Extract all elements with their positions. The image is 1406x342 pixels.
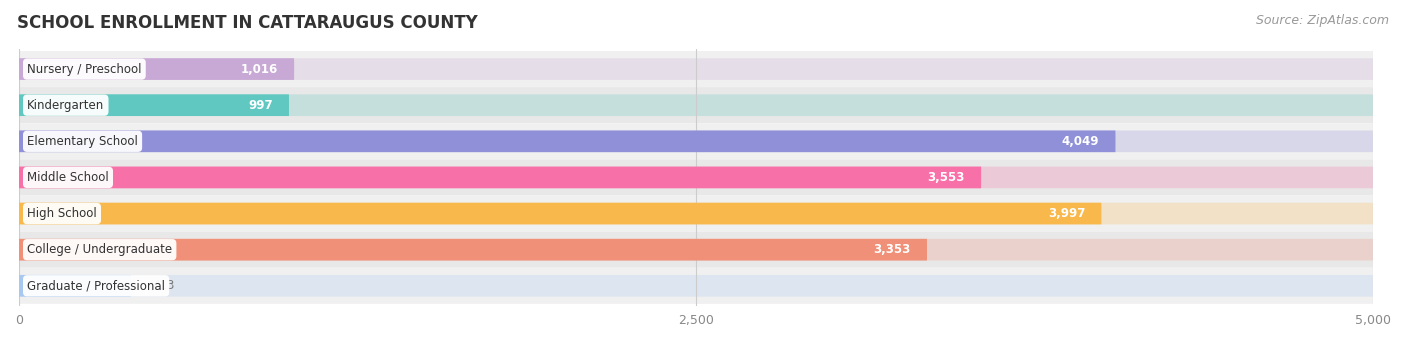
Text: 3,553: 3,553: [928, 171, 965, 184]
FancyBboxPatch shape: [20, 131, 1374, 152]
Text: 413: 413: [152, 279, 174, 292]
FancyBboxPatch shape: [20, 159, 1374, 196]
Text: 997: 997: [247, 99, 273, 112]
FancyBboxPatch shape: [20, 167, 981, 188]
FancyBboxPatch shape: [20, 94, 290, 116]
FancyBboxPatch shape: [20, 51, 1374, 87]
Text: Graduate / Professional: Graduate / Professional: [27, 279, 165, 292]
Text: SCHOOL ENROLLMENT IN CATTARAUGUS COUNTY: SCHOOL ENROLLMENT IN CATTARAUGUS COUNTY: [17, 14, 478, 32]
FancyBboxPatch shape: [20, 87, 1374, 123]
FancyBboxPatch shape: [20, 239, 927, 261]
FancyBboxPatch shape: [20, 275, 1374, 297]
Text: Kindergarten: Kindergarten: [27, 99, 104, 112]
Text: Nursery / Preschool: Nursery / Preschool: [27, 63, 142, 76]
Text: 3,997: 3,997: [1047, 207, 1085, 220]
FancyBboxPatch shape: [20, 58, 294, 80]
Text: Elementary School: Elementary School: [27, 135, 138, 148]
FancyBboxPatch shape: [20, 94, 1374, 116]
FancyBboxPatch shape: [20, 167, 1374, 188]
FancyBboxPatch shape: [20, 239, 1374, 261]
FancyBboxPatch shape: [20, 123, 1374, 159]
FancyBboxPatch shape: [20, 232, 1374, 268]
Text: 1,016: 1,016: [240, 63, 278, 76]
FancyBboxPatch shape: [20, 196, 1374, 232]
Text: College / Undergraduate: College / Undergraduate: [27, 243, 173, 256]
FancyBboxPatch shape: [20, 203, 1374, 224]
FancyBboxPatch shape: [20, 275, 131, 297]
Text: Middle School: Middle School: [27, 171, 108, 184]
Text: 3,353: 3,353: [873, 243, 911, 256]
Text: High School: High School: [27, 207, 97, 220]
Text: 4,049: 4,049: [1062, 135, 1099, 148]
FancyBboxPatch shape: [20, 131, 1115, 152]
Text: Source: ZipAtlas.com: Source: ZipAtlas.com: [1256, 14, 1389, 27]
FancyBboxPatch shape: [20, 268, 1374, 304]
FancyBboxPatch shape: [20, 203, 1101, 224]
FancyBboxPatch shape: [20, 58, 1374, 80]
